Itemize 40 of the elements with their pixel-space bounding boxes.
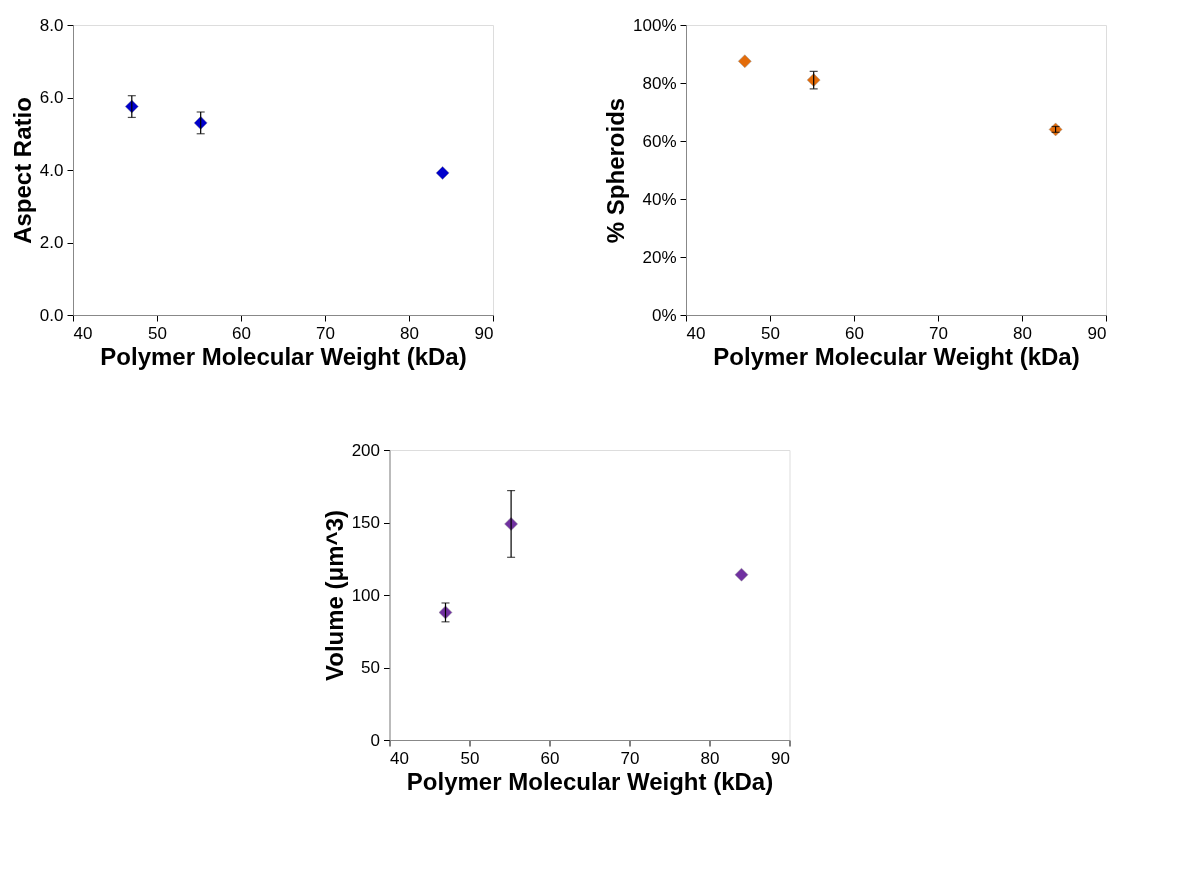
y-tick-label: 100% xyxy=(633,15,677,35)
x-axis-title: Polymer Molecular Weight (kDa) xyxy=(713,342,1080,370)
y-tick-label: 0 xyxy=(370,730,380,750)
y-tick-label: 80% xyxy=(642,73,677,93)
y-axis-title: Aspect Ratio xyxy=(8,97,36,244)
x-tick-label: 70 xyxy=(620,748,640,768)
y-tick-label: 0.0 xyxy=(39,305,64,325)
y-tick-label: 4.0 xyxy=(39,160,64,180)
x-tick-label: 60 xyxy=(540,748,560,768)
x-tick-label: 60 xyxy=(232,323,251,343)
x-tick-label: 40 xyxy=(686,323,706,343)
y-tick-label: 8.0 xyxy=(39,15,64,35)
x-tick-label: 90 xyxy=(474,323,494,343)
x-tick-label: 80 xyxy=(700,748,720,768)
x-tick-label: 40 xyxy=(390,748,409,768)
x-tick-label: 50 xyxy=(761,323,780,343)
y-tick-label: 40% xyxy=(642,189,677,209)
x-tick-label: 80 xyxy=(400,323,419,343)
y-tick-label: 100 xyxy=(351,585,380,605)
y-axis-title: % Spheroids xyxy=(602,97,630,244)
x-axis-title: Polymer Molecular Weight (kDa) xyxy=(406,767,774,795)
x-tick-label: 50 xyxy=(460,748,480,768)
y-tick-label: 20% xyxy=(642,247,677,267)
x-axis-title: Polymer Molecular Weight (kDa) xyxy=(100,342,467,370)
x-tick-label: 80 xyxy=(1013,323,1032,343)
y-tick-label: 60% xyxy=(642,131,677,151)
y-tick-label: 2.0 xyxy=(39,233,64,252)
x-tick-label: 50 xyxy=(148,323,167,343)
x-tick-label: 60 xyxy=(845,323,864,343)
x-tick-label: 70 xyxy=(929,323,948,343)
x-tick-label: 40 xyxy=(73,323,93,343)
y-tick-label: 0% xyxy=(651,305,677,325)
y-tick-label: 200 xyxy=(351,440,380,460)
x-tick-label: 90 xyxy=(1087,323,1107,343)
y-tick-label: 50 xyxy=(361,658,380,677)
y-tick-label: 6.0 xyxy=(39,88,64,107)
y-tick-label: 150 xyxy=(351,513,380,532)
y-axis-title: Volume (μm^3) xyxy=(320,510,348,681)
x-tick-label: 70 xyxy=(316,323,335,343)
x-tick-label: 90 xyxy=(771,748,790,768)
